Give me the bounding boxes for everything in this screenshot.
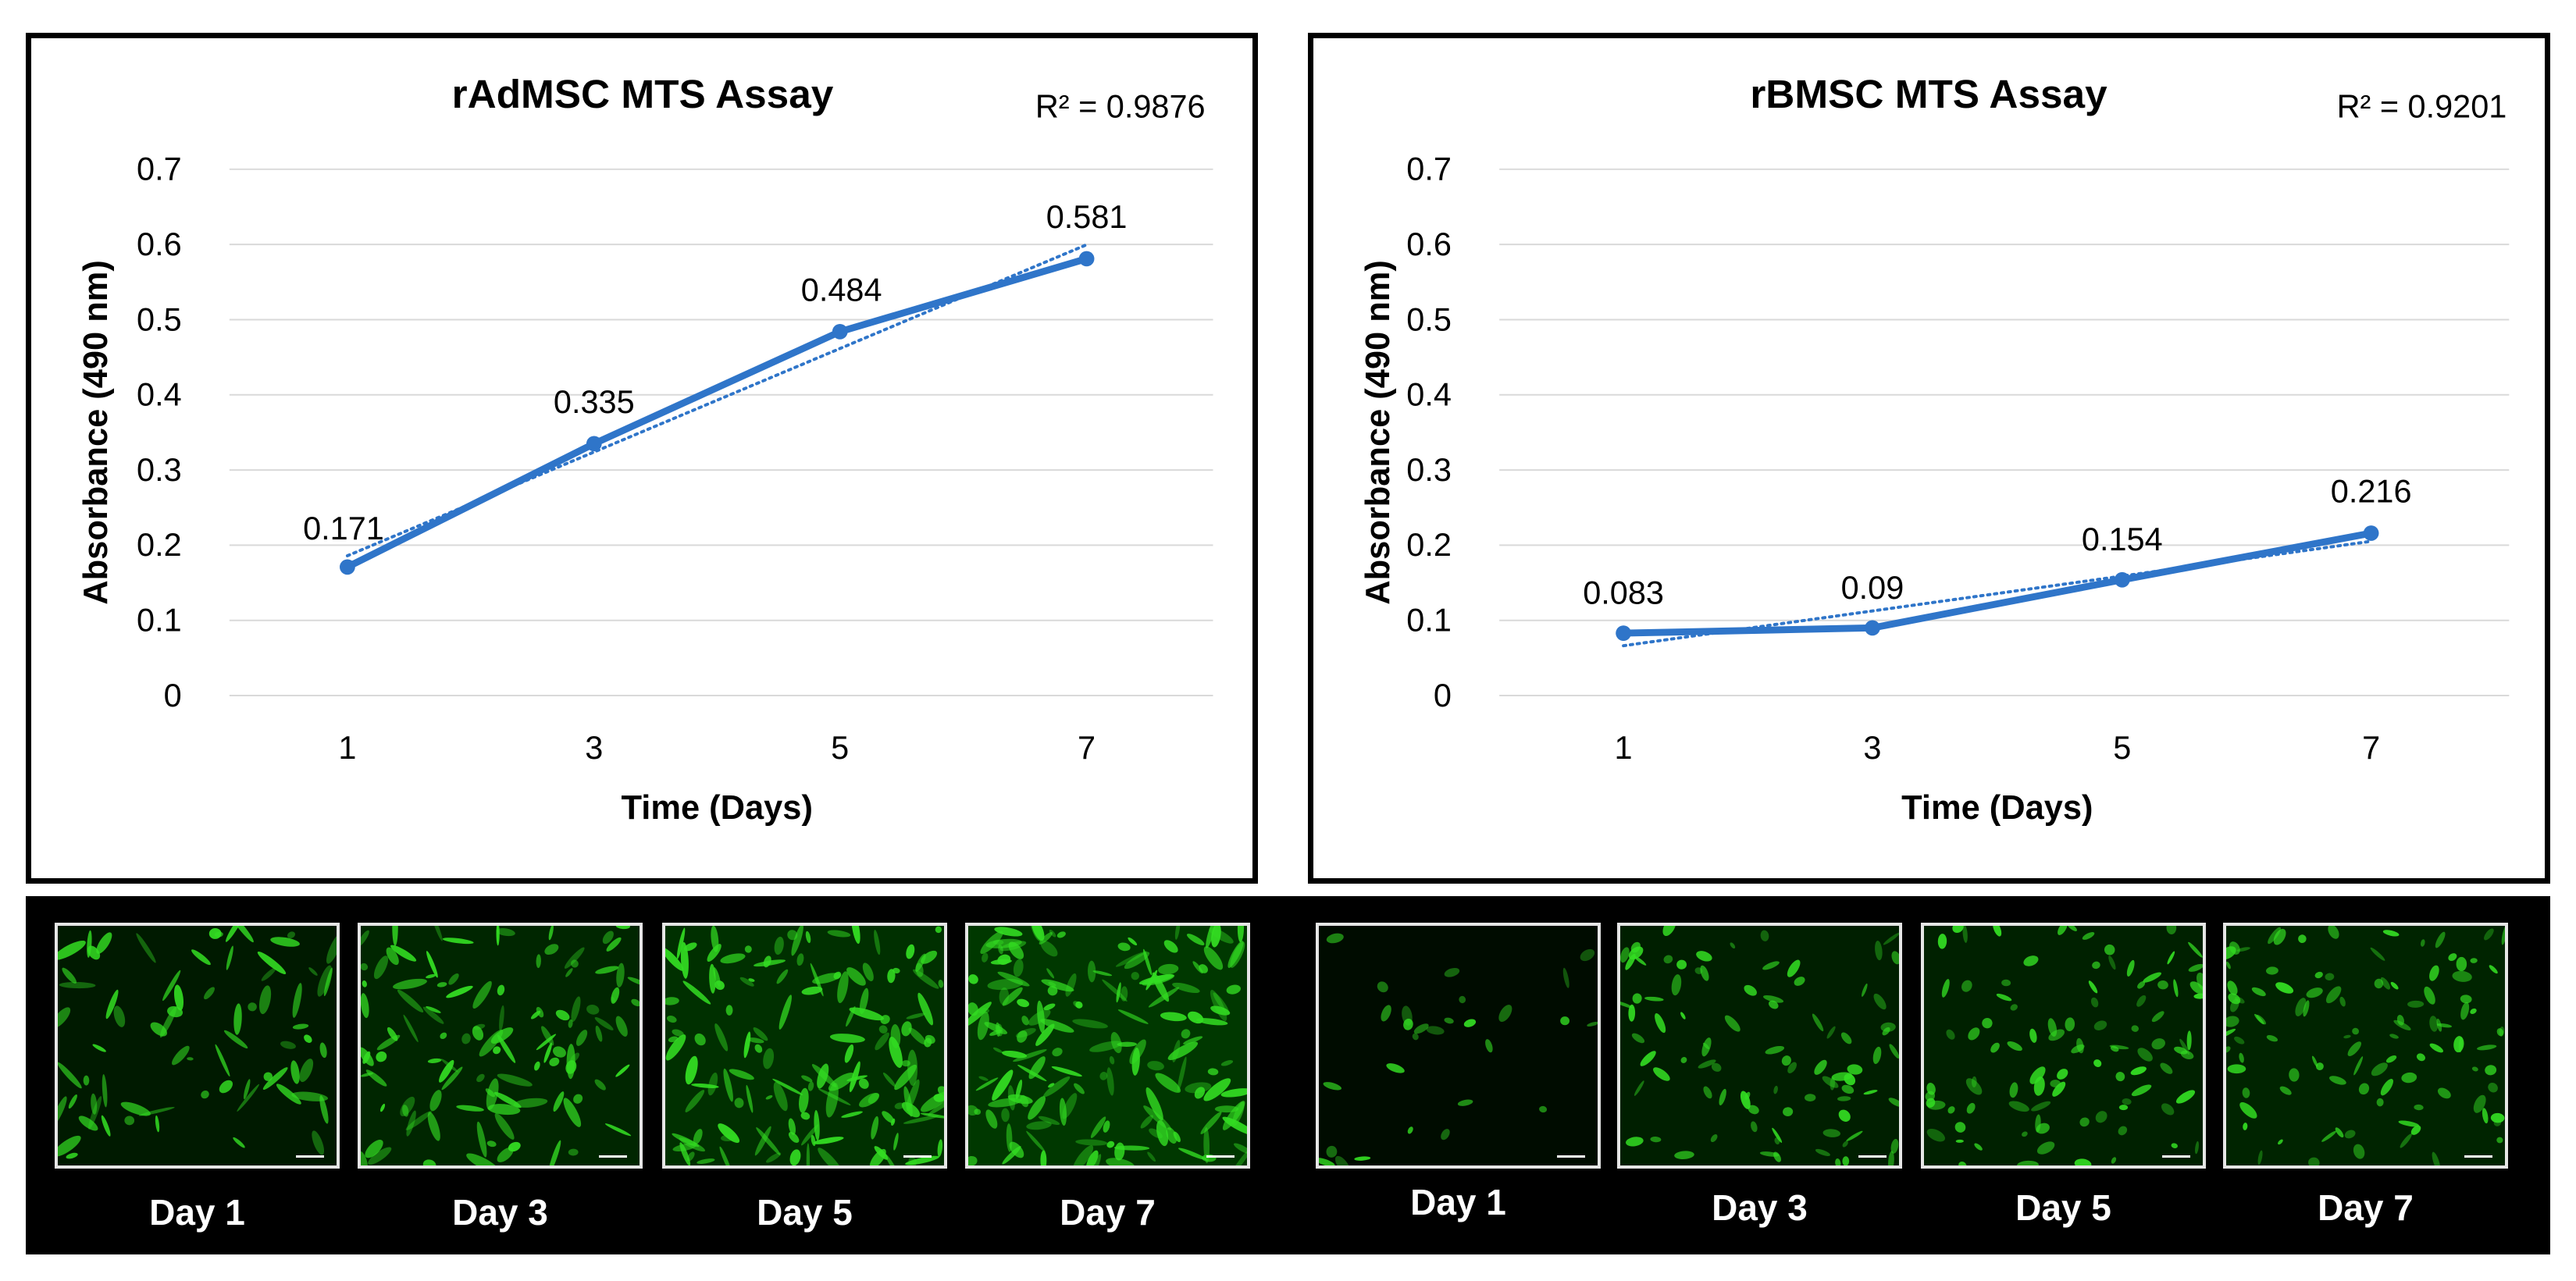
y-tick-label: 0.3	[137, 451, 182, 488]
y-axis-label: Absorbance (490 nm)	[77, 260, 115, 605]
y-tick-label: 0.5	[1406, 301, 1452, 337]
data-point	[1865, 620, 1880, 636]
y-axis-label: Absorbance (490 nm)	[1359, 260, 1397, 605]
y-tick-label: 0.1	[1406, 602, 1452, 639]
x-tick-label: 3	[1863, 729, 1881, 766]
y-tick-label: 0.2	[137, 526, 182, 563]
day-label: Day 3	[1712, 1187, 1808, 1228]
scale-bar	[1557, 1155, 1585, 1158]
data-label: 0.335	[554, 383, 635, 420]
x-tick-label: 3	[585, 729, 603, 766]
chart-title: rBMSC MTS Assay	[1750, 72, 2107, 116]
chart-rbmsc: 0 0.1 0.2 0.3 0.4 0.5 0.6 0.7 1 3 5 7 rBMSC MTS Assa…	[1359, 72, 2510, 827]
x-axis-label: Time (Days)	[1901, 789, 2093, 827]
micrograph-rbmsc-day5	[1921, 923, 2206, 1169]
y-tick-label: 0	[1434, 677, 1452, 713]
fluorescent-cells-image	[58, 926, 337, 1165]
data-label: 0.171	[303, 510, 384, 546]
scale-bar	[903, 1155, 932, 1158]
x-tick-label: 1	[1615, 729, 1633, 766]
y-tick-label: 0.6	[1406, 226, 1452, 262]
micrograph-strip-rbmsc: Day 1 Day 3 Day 5 Day 7	[1287, 896, 2550, 1254]
day-label: Day 7	[1060, 1192, 1156, 1233]
y-tick-label: 0	[164, 677, 182, 713]
day-label: Day 1	[1410, 1182, 1506, 1222]
fluorescent-cells-image	[361, 926, 640, 1165]
data-label: 0.154	[2082, 521, 2163, 557]
micrograph-rbmsc-day7	[2223, 923, 2508, 1169]
chart-title: rAdMSC MTS Assay	[452, 72, 834, 116]
r-squared-label: R² = 0.9201	[2337, 88, 2507, 125]
y-tick-label: 0.4	[137, 376, 182, 413]
data-point	[832, 323, 848, 340]
micrograph-radmsc-day1	[55, 923, 340, 1169]
micrograph-rbmsc-day1	[1316, 923, 1601, 1169]
y-tick-label: 0.1	[137, 602, 182, 639]
data-point	[1616, 625, 1631, 641]
day-label: Day 3	[452, 1192, 548, 1233]
fluorescent-cells-image	[1620, 926, 1899, 1165]
y-tick-label: 0.3	[1406, 451, 1452, 488]
x-tick-label: 5	[2113, 729, 2131, 766]
x-tick-label: 7	[2362, 729, 2380, 766]
data-point	[586, 436, 602, 452]
fluorescent-cells-image	[1319, 926, 1598, 1165]
scale-bar	[2162, 1155, 2190, 1158]
scale-bar	[296, 1155, 324, 1158]
y-tick-label: 0.6	[137, 226, 182, 262]
fluorescent-cells-image	[2226, 926, 2505, 1165]
series-line	[344, 254, 1091, 571]
fluorescent-cells-image	[1924, 926, 2203, 1165]
x-axis-label: Time (Days)	[622, 789, 813, 827]
data-label: 0.083	[1583, 575, 1664, 611]
micrograph-radmsc-day3	[358, 923, 643, 1169]
chart-radmsc: 0 0.1 0.2 0.3 0.4 0.5 0.6 0.7 1 3 5 7 rAdMSC MTS Ass…	[77, 72, 1213, 827]
day-label: Day 5	[2015, 1187, 2111, 1228]
x-tick-label: 1	[338, 729, 356, 766]
y-tick-label: 0.4	[1406, 376, 1452, 413]
data-point	[1078, 251, 1095, 267]
micrograph-radmsc-day7	[965, 923, 1250, 1169]
y-tick-label: 0.2	[1406, 526, 1452, 563]
scale-bar	[1206, 1155, 1235, 1158]
micrograph-rbmsc-day3	[1617, 923, 1902, 1169]
r-squared-label: R² = 0.9876	[1035, 88, 1206, 125]
chart-panel-radmsc: 0 0.1 0.2 0.3 0.4 0.5 0.6 0.7 1 3 5 7 rAdMSC MTS Ass…	[26, 33, 1258, 884]
day-label: Day 7	[2318, 1187, 2414, 1228]
fluorescent-cells-image	[665, 926, 944, 1165]
chart-panel-rbmsc: 0 0.1 0.2 0.3 0.4 0.5 0.6 0.7 1 3 5 7 rBMSC MTS Assa…	[1308, 33, 2550, 884]
data-point	[2114, 571, 2130, 588]
micrograph-radmsc-day5	[662, 923, 947, 1169]
scale-bar	[1858, 1155, 1887, 1158]
scale-bar	[2464, 1155, 2492, 1158]
scale-bar	[599, 1155, 627, 1158]
x-tick-label: 5	[831, 729, 849, 766]
y-tick-label: 0.5	[137, 301, 182, 337]
micrograph-strip-radmsc: Day 1 Day 3 Day 5 Day 7	[26, 896, 1287, 1254]
x-tick-label: 7	[1078, 729, 1096, 766]
day-label: Day 1	[149, 1192, 245, 1233]
data-label: 0.484	[801, 271, 882, 308]
data-point	[2363, 525, 2379, 541]
data-label: 0.581	[1046, 198, 1128, 235]
data-point	[340, 559, 355, 575]
y-tick-label: 0.7	[137, 151, 182, 187]
series-line	[1619, 529, 2375, 637]
fluorescent-cells-image	[968, 926, 1247, 1165]
data-label: 0.09	[1841, 569, 1904, 606]
day-label: Day 5	[757, 1192, 853, 1233]
y-tick-label: 0.7	[1406, 151, 1452, 187]
data-label: 0.216	[2331, 473, 2412, 510]
